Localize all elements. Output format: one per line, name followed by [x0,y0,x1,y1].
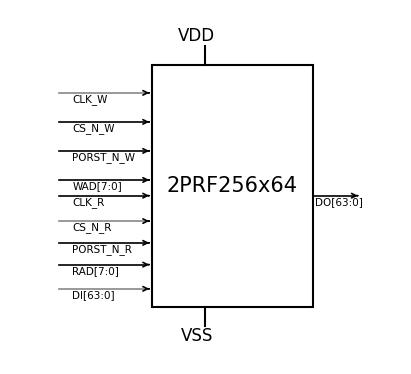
Text: DI[63:0]: DI[63:0] [72,290,115,300]
Text: CLK_W: CLK_W [72,94,108,105]
Text: CS_N_R: CS_N_R [72,223,112,233]
Text: PORST_N_R: PORST_N_R [72,244,132,255]
Text: CS_N_W: CS_N_W [72,123,115,134]
Text: CLK_R: CLK_R [72,197,104,208]
Text: 2PRF256x64: 2PRF256x64 [166,176,298,196]
Text: VSS: VSS [181,327,213,345]
Text: WAD[7:0]: WAD[7:0] [72,181,122,191]
Text: RAD[7:0]: RAD[7:0] [72,266,119,276]
Bar [152,65,312,307]
Text: PORST_N_W: PORST_N_W [72,152,135,163]
Text: VDD: VDD [178,27,215,45]
Text: DO[63:0]: DO[63:0] [315,197,363,207]
